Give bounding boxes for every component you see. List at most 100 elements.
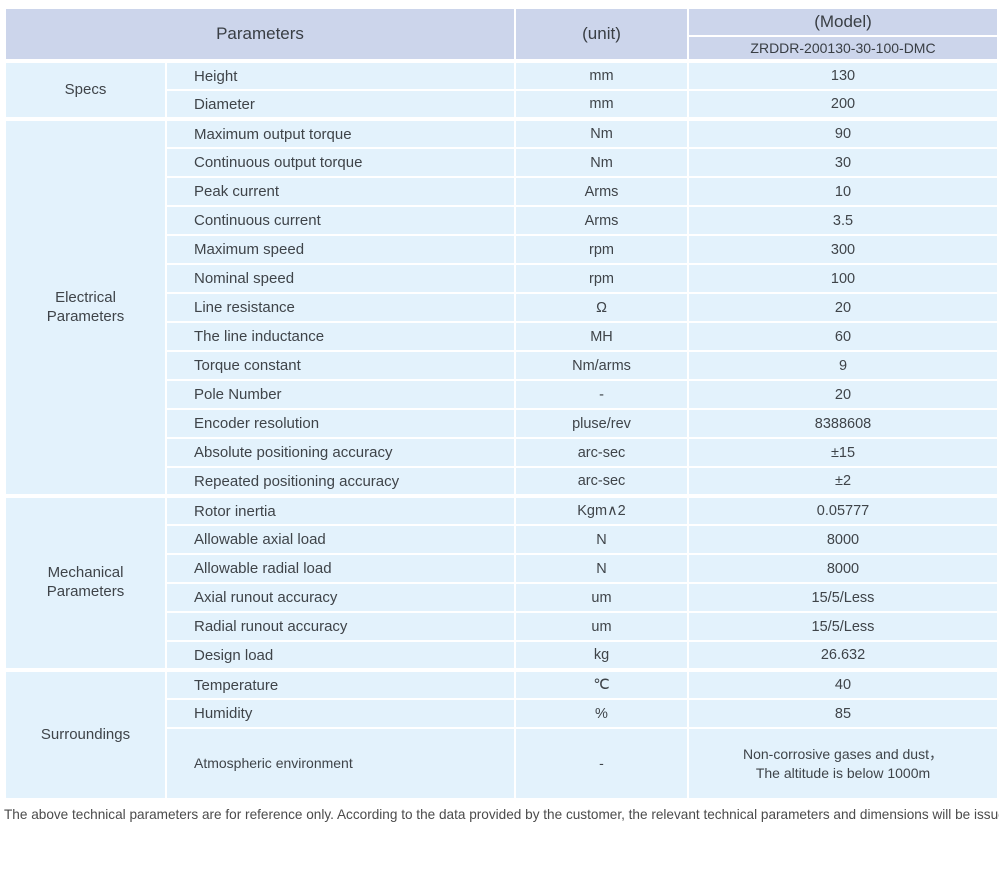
value-cell: 9 <box>687 350 999 381</box>
unit-cell: N <box>514 524 689 555</box>
value-cell: 20 <box>687 379 999 410</box>
table-row: Atmospheric environment - Non-corrosive … <box>5 727 999 800</box>
unit-cell: - <box>514 727 689 800</box>
param-cell: Continuous current <box>165 205 516 236</box>
table-row: Mechanical Parameters Rotor inertia Kgm∧… <box>4 494 999 671</box>
unit-cell: rpm <box>514 263 689 294</box>
unit-cell: Nm/arms <box>514 350 689 381</box>
param-cell: Continuous output torque <box>165 147 516 178</box>
table-row: Allowable radial load N 8000 <box>5 553 999 584</box>
table-row: Specs Height mm 130 <box>4 59 999 120</box>
table-row: Absolute positioning accuracy arc-sec ±1… <box>5 437 999 468</box>
param-cell: Humidity <box>165 698 516 729</box>
unit-cell: arc-sec <box>514 466 689 497</box>
value-cell: ±2 <box>687 466 999 497</box>
param-cell: Maximum speed <box>165 234 516 265</box>
table-row: Electrical Parameters Maximum output tor… <box>4 117 999 497</box>
param-cell: Pole Number <box>165 379 516 410</box>
table-row: Encoder resolution pluse/rev 8388608 <box>5 408 999 439</box>
value-cell: 60 <box>687 321 999 352</box>
param-cell: Atmospheric environment <box>165 727 516 800</box>
unit-cell: Ω <box>514 292 689 323</box>
param-cell: Height <box>165 59 516 91</box>
value-cell: 30 <box>687 147 999 178</box>
param-cell: Design load <box>165 640 516 671</box>
table-row: Axial runout accuracy um 15/5/Less <box>5 582 999 613</box>
param-cell: Allowable radial load <box>165 553 516 584</box>
value-cell: 40 <box>687 668 999 700</box>
value-cell: 15/5/Less <box>687 611 999 642</box>
unit-cell: um <box>514 611 689 642</box>
table-row: Diameter mm 200 <box>5 89 999 120</box>
param-cell: Peak current <box>165 176 516 207</box>
table-row: Line resistance Ω 20 <box>5 292 999 323</box>
value-line-2: The altitude is below 1000m <box>755 764 931 781</box>
table-row: Continuous current Arms 3.5 <box>5 205 999 236</box>
table-row: Continuous output torque Nm 30 <box>5 147 999 178</box>
unit-cell: mm <box>514 59 689 91</box>
header-model-value: ZRDDR-200130-30-100-DMC <box>687 35 999 62</box>
unit-cell: um <box>514 582 689 613</box>
param-cell: Rotor inertia <box>165 494 516 526</box>
value-cell: 300 <box>687 234 999 265</box>
value-line-1: Non-corrosive gases and dust， <box>743 745 943 762</box>
param-cell: Repeated positioning accuracy <box>165 466 516 497</box>
param-cell: The line inductance <box>165 321 516 352</box>
value-cell: 26.632 <box>687 640 999 671</box>
unit-cell: MH <box>514 321 689 352</box>
table-row: Pole Number - 20 <box>5 379 999 410</box>
param-cell: Allowable axial load <box>165 524 516 555</box>
unit-cell: ℃ <box>514 668 689 700</box>
value-cell: Non-corrosive gases and dust， The altitu… <box>687 727 999 800</box>
table-row: Nominal speed rpm 100 <box>5 263 999 294</box>
section-label: Electrical Parameters <box>4 117 167 497</box>
param-cell: Encoder resolution <box>165 408 516 439</box>
spec-table: Parameters (unit) (Model) ZRDDR-200130-3… <box>4 7 999 800</box>
param-cell: Torque constant <box>165 350 516 381</box>
table-row: Allowable axial load N 8000 <box>5 524 999 555</box>
section-electrical: Electrical Parameters Maximum output tor… <box>4 117 999 497</box>
value-cell: 15/5/Less <box>687 582 999 613</box>
unit-cell: pluse/rev <box>514 408 689 439</box>
section-mechanical: Mechanical Parameters Rotor inertia Kgm∧… <box>4 494 999 671</box>
unit-cell: Kgm∧2 <box>514 494 689 526</box>
unit-cell: % <box>514 698 689 729</box>
unit-cell: - <box>514 379 689 410</box>
value-cell: ±15 <box>687 437 999 468</box>
value-cell: 200 <box>687 89 999 120</box>
param-cell: Maximum output torque <box>165 117 516 149</box>
unit-cell: N <box>514 553 689 584</box>
header-row-1: Parameters (unit) (Model) <box>4 7 999 62</box>
value-cell: 8000 <box>687 524 999 555</box>
param-cell: Axial runout accuracy <box>165 582 516 613</box>
unit-cell: Nm <box>514 117 689 149</box>
section-label: Specs <box>4 59 167 120</box>
table-row: Surroundings Temperature ℃ 40 <box>4 668 999 800</box>
unit-cell: arc-sec <box>514 437 689 468</box>
table-row: Radial runout accuracy um 15/5/Less <box>5 611 999 642</box>
table-header: Parameters (unit) (Model) ZRDDR-200130-3… <box>4 7 999 62</box>
section-specs: Specs Height mm 130 Diameter mm 200 <box>4 59 999 120</box>
value-cell: 10 <box>687 176 999 207</box>
unit-cell: rpm <box>514 234 689 265</box>
table-row: Repeated positioning accuracy arc-sec ±2 <box>5 466 999 497</box>
param-cell: Nominal speed <box>165 263 516 294</box>
value-cell: 8388608 <box>687 408 999 439</box>
unit-cell: Nm <box>514 147 689 178</box>
table-row: Maximum speed rpm 300 <box>5 234 999 265</box>
section-label: Mechanical Parameters <box>4 494 167 671</box>
table-row: The line inductance MH 60 <box>5 321 999 352</box>
footnote: The above technical parameters are for r… <box>4 807 999 822</box>
value-cell: 3.5 <box>687 205 999 236</box>
value-cell: 85 <box>687 698 999 729</box>
table-row: Humidity % 85 <box>5 698 999 729</box>
table-row: Torque constant Nm/arms 9 <box>5 350 999 381</box>
unit-cell: kg <box>514 640 689 671</box>
param-cell: Diameter <box>165 89 516 120</box>
value-cell: 8000 <box>687 553 999 584</box>
value-cell: 100 <box>687 263 999 294</box>
value-cell: 20 <box>687 292 999 323</box>
param-cell: Radial runout accuracy <box>165 611 516 642</box>
value-cell: 130 <box>687 59 999 91</box>
